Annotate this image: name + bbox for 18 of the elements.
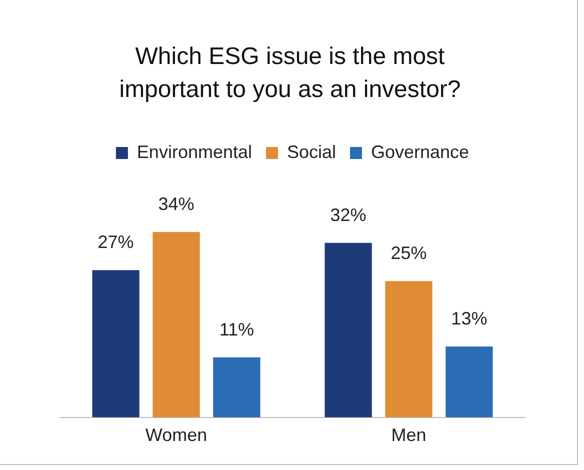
bar	[213, 357, 260, 418]
x-tick-label: Men	[391, 425, 426, 446]
legend-label: Environmental	[136, 142, 252, 162]
bar	[152, 232, 200, 418]
x-tick-label: Women	[145, 425, 208, 446]
data-label: 25%	[390, 243, 427, 264]
chart-title: Which ESG issue is the most important to you as an investor?	[118, 42, 462, 105]
bar	[324, 242, 372, 418]
legend-label: Social	[286, 142, 336, 162]
bar	[385, 281, 432, 418]
data-label: 27%	[98, 232, 134, 252]
bar	[92, 270, 140, 418]
bar	[446, 346, 493, 418]
data-label: 32%	[330, 204, 366, 225]
data-label: 11%	[219, 319, 254, 340]
data-label: 13%	[451, 308, 488, 328]
data-label: 34%	[158, 194, 194, 214]
legend-label: Governance	[371, 142, 470, 162]
